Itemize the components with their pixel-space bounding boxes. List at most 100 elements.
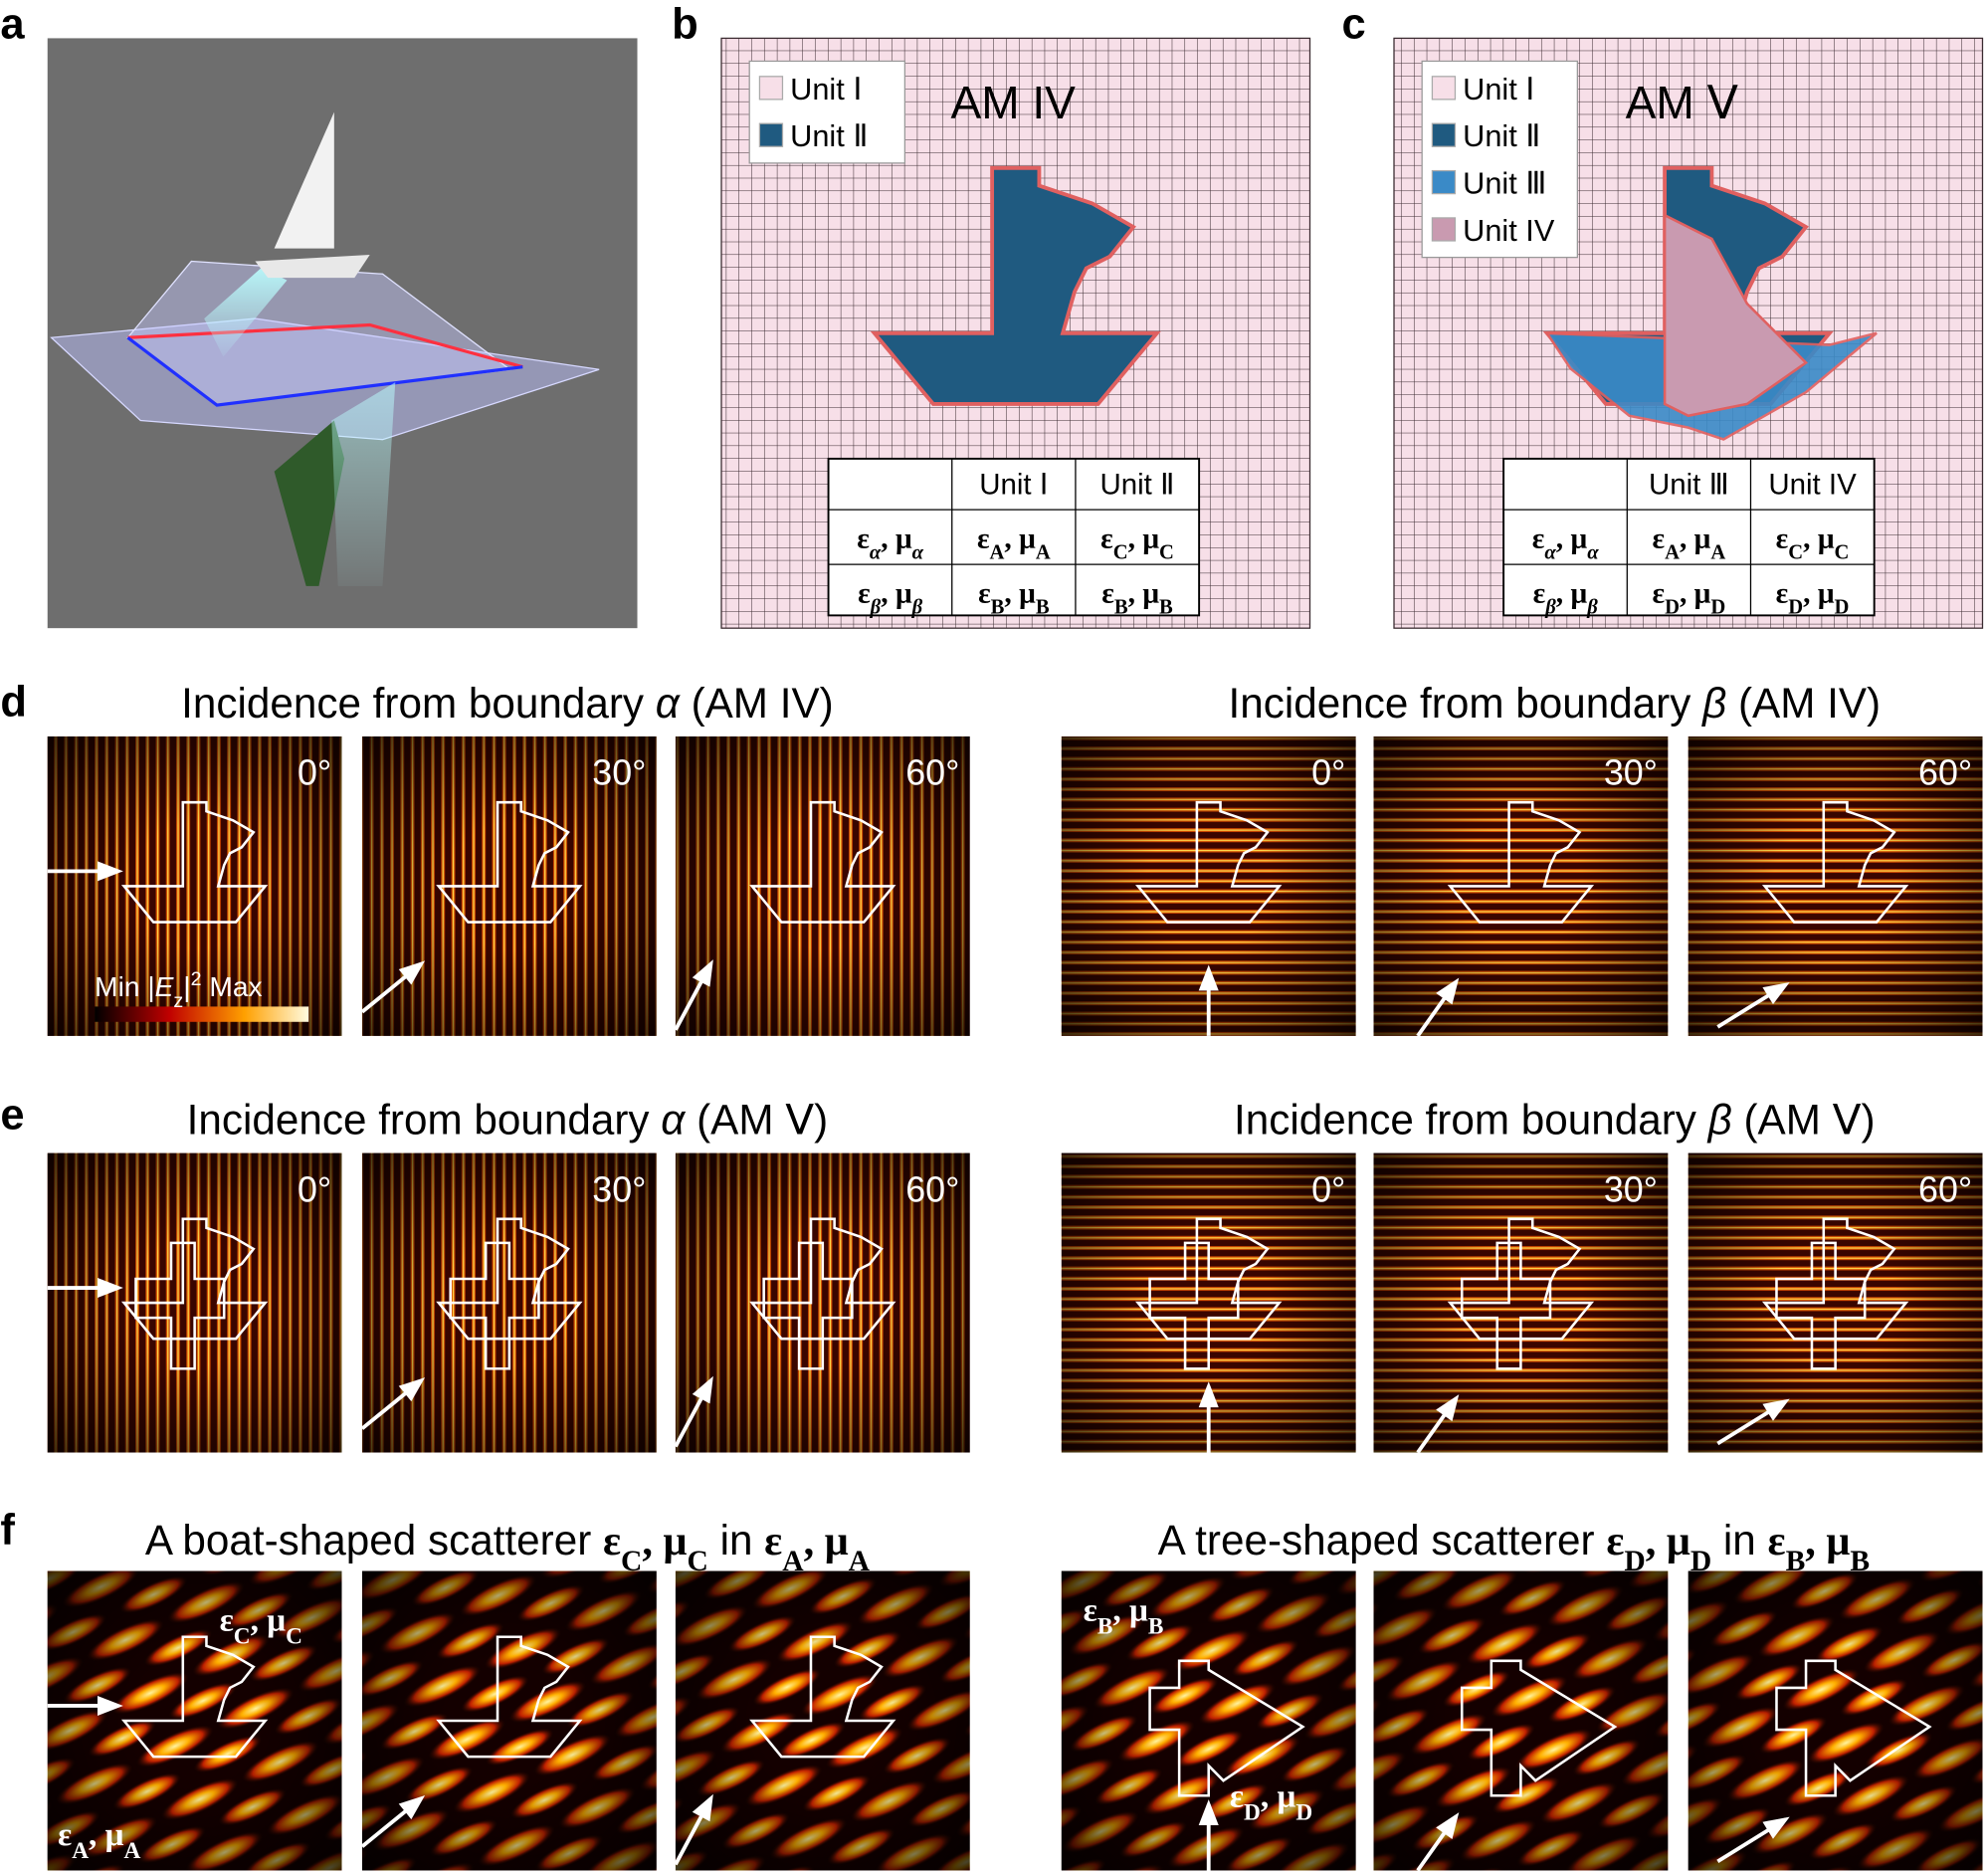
field-shade xyxy=(675,1570,970,1871)
text-run: α xyxy=(661,1096,687,1143)
text-run: D xyxy=(1624,1546,1645,1577)
panel-label: d xyxy=(0,679,27,727)
text-run: , μ xyxy=(1556,578,1588,610)
text-run: z xyxy=(173,990,183,1012)
field-shade xyxy=(47,735,342,1036)
arrow-head xyxy=(692,1793,713,1822)
field-shade xyxy=(1373,1570,1669,1871)
text-run: , μ xyxy=(1680,523,1711,555)
angle-label: 60° xyxy=(1918,1169,1972,1209)
text-run: B xyxy=(1114,597,1128,619)
text-run: ε xyxy=(1768,1518,1786,1564)
table-cell: εD, μD xyxy=(1776,578,1850,619)
row-title: Incidence from boundary α (AM Ⅴ) xyxy=(187,1096,829,1143)
text-run: α xyxy=(912,542,924,564)
legend-label: Unit Ⅰ xyxy=(790,72,862,106)
arrow-head xyxy=(1762,982,1790,1005)
table-cell: εC, μC xyxy=(1100,523,1174,564)
text-run: Incidence from boundary xyxy=(181,680,656,727)
field-shade xyxy=(1688,1152,1983,1453)
text-run: , μ xyxy=(1805,1518,1850,1564)
text-run: β xyxy=(870,597,882,619)
text-run: β xyxy=(1700,680,1726,727)
text-run: A tree-shaped scatterer xyxy=(1158,1517,1607,1563)
scatterer xyxy=(1663,213,1809,418)
text-run: C xyxy=(1835,542,1850,564)
legend-swatch xyxy=(1431,217,1457,242)
text-run: (AM Ⅴ) xyxy=(1732,1096,1876,1143)
angle-label: 30° xyxy=(1604,1169,1658,1209)
scatterer xyxy=(870,165,1161,406)
text-run: ε xyxy=(1652,523,1665,555)
text-run: ε xyxy=(603,1518,621,1564)
tree xyxy=(274,420,345,586)
table-header: Unit Ⅰ xyxy=(979,469,1048,502)
scatterer-outline xyxy=(134,1241,226,1370)
arrow-head xyxy=(1762,1398,1790,1421)
text-run: A xyxy=(990,542,1005,564)
sail xyxy=(274,111,334,249)
annotation: εC, μC xyxy=(220,1602,302,1650)
text-run: D xyxy=(1295,1799,1312,1825)
text-run: C xyxy=(621,1546,642,1577)
arrow-head xyxy=(692,959,713,987)
field-shade xyxy=(1373,735,1669,1036)
angle-label: 30° xyxy=(592,753,646,793)
angle-label: 60° xyxy=(905,753,959,793)
field-shade xyxy=(1688,1570,1983,1871)
angle-label: 30° xyxy=(1604,753,1658,793)
text-run: ε xyxy=(58,1816,72,1853)
text-run: B xyxy=(991,597,1005,619)
text-run: , μ xyxy=(89,1816,124,1853)
field-shade xyxy=(1373,1152,1669,1453)
arrow-head xyxy=(1198,964,1219,991)
scatterer-outline xyxy=(1761,800,1909,924)
text-run: ε xyxy=(764,1518,782,1564)
beam xyxy=(204,267,288,357)
text-run: C xyxy=(1113,542,1128,564)
arrow-head xyxy=(1762,1816,1790,1839)
field-shade xyxy=(361,735,657,1036)
legend-label: Unit IV xyxy=(1463,213,1555,248)
text-run: , μ xyxy=(1803,523,1835,555)
illustration xyxy=(47,38,638,629)
angle-label: 0° xyxy=(1311,1169,1345,1209)
text-run: , μ xyxy=(881,523,912,555)
angle-label: 0° xyxy=(298,753,331,793)
legend-label: Unit Ⅰ xyxy=(1463,72,1534,106)
panel-label: b xyxy=(672,0,698,48)
annotation: εB, μB xyxy=(1084,1592,1164,1640)
text-run: C xyxy=(234,1624,251,1650)
scatterer-outline xyxy=(749,1635,896,1759)
table-header: Unit Ⅱ xyxy=(1100,469,1175,502)
panel-label: f xyxy=(0,1507,15,1555)
text-run: B xyxy=(1850,1546,1870,1577)
colorbar xyxy=(95,1006,309,1022)
field-shade xyxy=(47,1570,342,1871)
table-cell: εβ, μβ xyxy=(1533,578,1599,619)
panel-label: e xyxy=(0,1091,24,1139)
text-run: E xyxy=(155,971,175,1002)
table-cell: εα, μα xyxy=(1532,523,1599,564)
text-run: α xyxy=(1587,542,1599,564)
scatterer-outline xyxy=(1460,1241,1552,1370)
text-run: C xyxy=(1159,542,1174,564)
text-run: , μ xyxy=(1261,1777,1296,1814)
text-run: D xyxy=(1244,1799,1261,1825)
legend-label: Unit Ⅱ xyxy=(1463,118,1540,153)
text-run: ε xyxy=(857,523,870,555)
panel-label: a xyxy=(0,0,25,48)
table-cell: εβ, μβ xyxy=(858,578,923,619)
arrow-head xyxy=(97,1695,123,1716)
text-run: β xyxy=(1706,1096,1732,1143)
edge-blue xyxy=(126,335,523,407)
row-title: Incidence from boundary β (AM Ⅴ) xyxy=(1234,1096,1876,1143)
text-run: ε xyxy=(977,523,990,555)
annotation: εA, μA xyxy=(58,1816,141,1864)
arrow-head xyxy=(692,1375,713,1404)
legend-swatch xyxy=(1431,122,1457,147)
text-run: Incidence from boundary xyxy=(187,1096,662,1143)
text-run: C xyxy=(1788,542,1803,564)
